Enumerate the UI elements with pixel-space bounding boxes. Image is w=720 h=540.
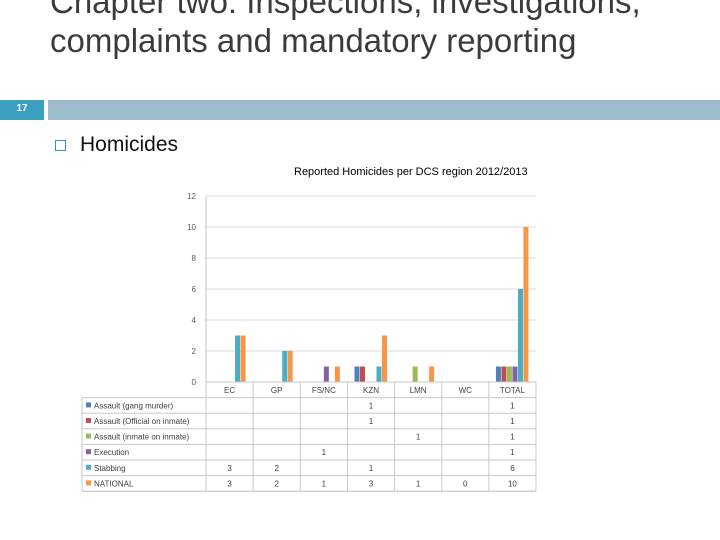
data-label: 3 (227, 479, 232, 488)
bar (412, 366, 418, 382)
bar (506, 366, 512, 382)
bar (517, 289, 523, 382)
bar (360, 366, 365, 382)
legend-label: Stabbing (94, 464, 126, 473)
legend-swatch (86, 402, 91, 408)
data-label: 1 (369, 401, 374, 410)
data-label: 0 (463, 479, 468, 488)
y-tick-label: 0 (192, 378, 197, 387)
bar (282, 351, 288, 382)
y-tick-label: 2 (192, 347, 197, 356)
category-label: FS/NC (312, 386, 336, 395)
y-tick-label: 4 (192, 316, 197, 325)
data-label: 1 (322, 448, 327, 457)
category-label: WC (459, 386, 473, 395)
y-tick-label: 12 (187, 192, 196, 201)
y-tick-label: 6 (192, 285, 197, 294)
data-label: 1 (510, 433, 515, 442)
bar (334, 366, 340, 382)
data-label: 1 (322, 479, 327, 488)
data-label: 2 (274, 479, 279, 488)
bar (429, 366, 435, 382)
data-label: 6 (510, 464, 515, 473)
data-label: 10 (508, 479, 517, 488)
data-label: 2 (274, 464, 279, 473)
bar (287, 351, 293, 382)
bar (382, 335, 387, 382)
bullet-text: Homicides (80, 133, 179, 156)
title-divider-bar (48, 100, 720, 120)
data-label: 3 (227, 464, 232, 473)
bar (354, 366, 360, 382)
legend-swatch (86, 464, 91, 470)
data-label: 1 (510, 417, 515, 426)
data-label: 1 (510, 448, 515, 457)
y-tick-label: 8 (192, 254, 197, 263)
data-label: 1 (369, 464, 374, 473)
bar (495, 366, 501, 382)
bar (235, 335, 241, 382)
legend-swatch (86, 480, 91, 486)
legend-swatch (86, 418, 91, 423)
category-label: KZN (363, 386, 379, 395)
legend-label: Execution (94, 448, 129, 457)
bar (523, 227, 529, 382)
category-label: LMN (410, 386, 427, 395)
data-label: 1 (510, 401, 515, 410)
legend-label: Assault (Official on inmate) (94, 417, 190, 426)
legend-swatch (86, 433, 91, 439)
bar (240, 335, 246, 382)
bar (376, 366, 382, 382)
legend-label: Assault (inmate on inmate) (94, 433, 189, 442)
bar (512, 366, 518, 382)
data-label: 3 (369, 479, 374, 488)
slide-number: 17 (16, 103, 28, 114)
legend-label: NATIONAL (94, 479, 134, 488)
legend-label: Assault (gang murder) (94, 401, 173, 410)
y-tick-label: 10 (187, 223, 196, 232)
slide-title: Chapter two: Inspections, investigations… (50, 0, 641, 59)
category-label: EC (224, 386, 235, 395)
slide-number-bar (0, 100, 44, 120)
square-bullet-icon (55, 140, 66, 151)
data-label: 1 (416, 479, 421, 488)
data-label: 1 (369, 417, 374, 426)
chart-title: Reported Homicides per DCS region 2012/2… (294, 166, 528, 178)
category-label: GP (271, 386, 283, 395)
category-label: TOTAL (500, 386, 526, 395)
data-label: 1 (416, 433, 421, 442)
bar (323, 366, 329, 382)
legend-swatch (86, 449, 91, 455)
bar (501, 366, 507, 382)
